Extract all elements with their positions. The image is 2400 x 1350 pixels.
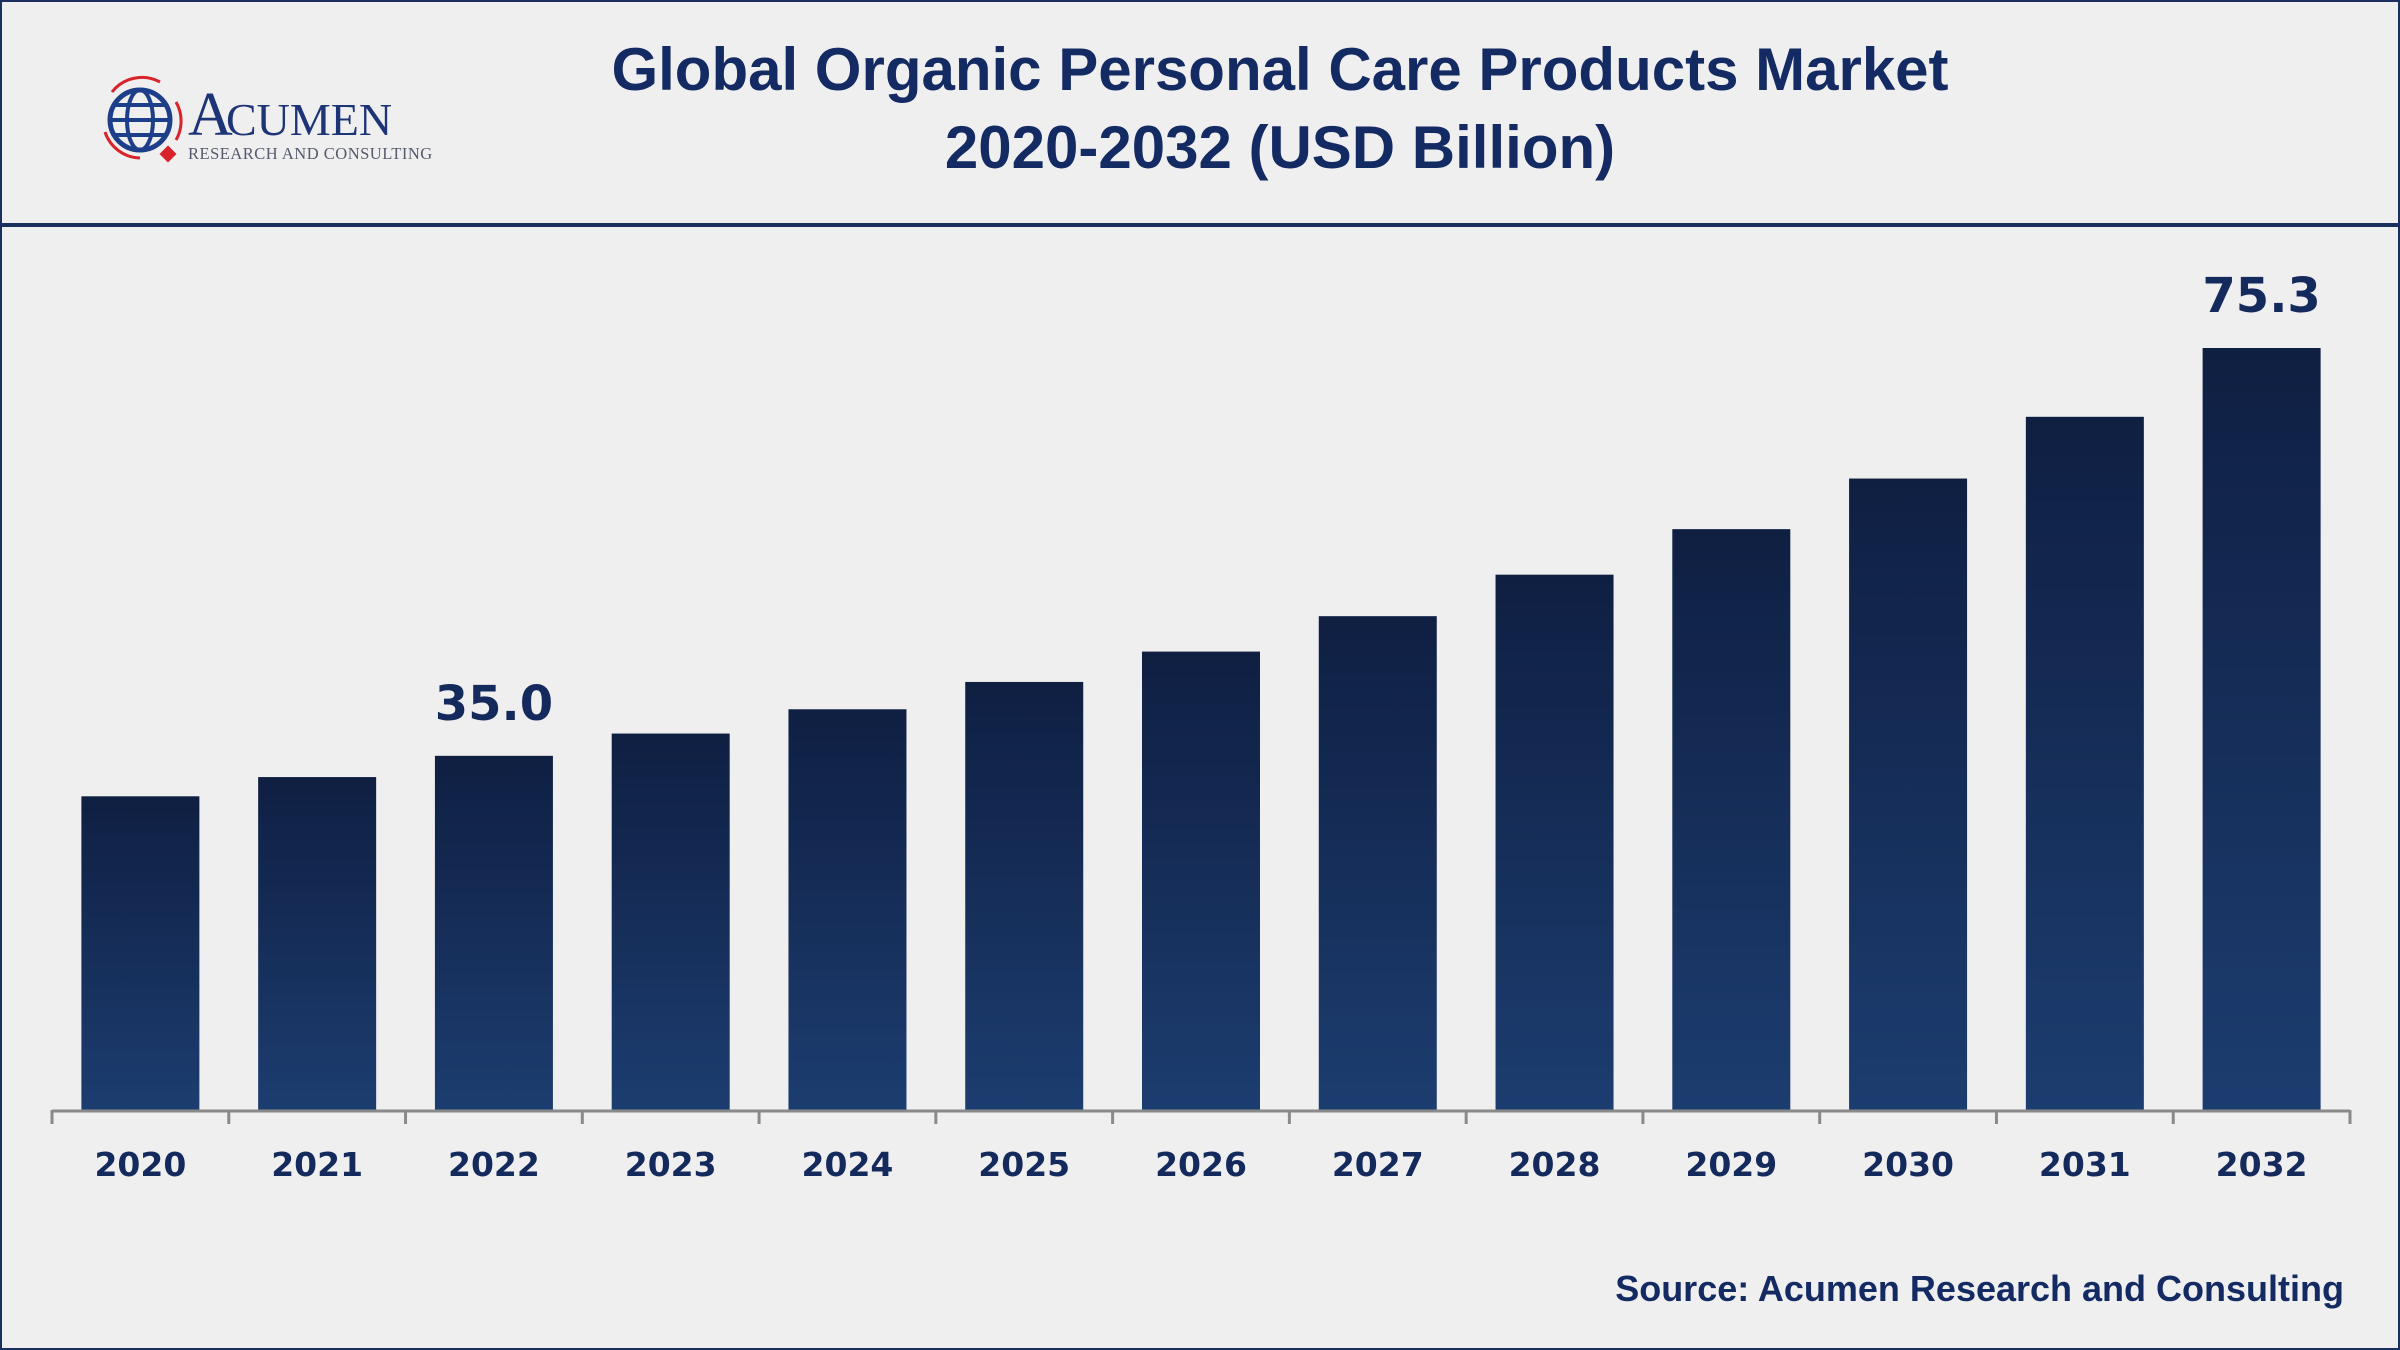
data-label-2032: 75.3 [2202, 268, 2320, 324]
chart-subtitle: 2020-2032 (USD Billion) [944, 114, 1616, 181]
source-note: Source: Acumen Research and Consulting [1615, 1268, 2344, 1309]
bar-2031 [2025, 416, 2144, 1110]
x-tick-label: 2026 [1155, 1145, 1247, 1184]
bar-2024 [788, 709, 907, 1110]
bar-2021 [258, 777, 377, 1110]
bar-2028 [1495, 574, 1614, 1110]
bar-2025 [965, 681, 1084, 1110]
bar-2022 [434, 755, 553, 1110]
acumen-logo: A CUMEN RESEARCH AND CONSULTING [100, 72, 460, 172]
logo-wordmark: A [188, 81, 233, 149]
header-divider [0, 223, 2400, 227]
bar-2023 [611, 733, 730, 1110]
x-tick-label: 2032 [2216, 1145, 2308, 1184]
x-tick-label: 2027 [1332, 1145, 1424, 1184]
svg-text:RESEARCH AND CONSULTING: RESEARCH AND CONSULTING [188, 144, 433, 163]
x-tick-label: 2023 [625, 1145, 717, 1184]
x-tick-label: 2031 [2039, 1145, 2131, 1184]
x-tick-label: 2025 [978, 1145, 1070, 1184]
bar-2030 [1849, 478, 1968, 1110]
bar-2032 [2202, 348, 2321, 1110]
x-tick-label: 2022 [448, 1145, 540, 1184]
x-tick-label: 2024 [802, 1145, 894, 1184]
bar-2020 [81, 796, 200, 1110]
x-tick-label: 2030 [1862, 1145, 1954, 1184]
x-tick-label: 2020 [94, 1145, 186, 1184]
data-label-2022: 35.0 [435, 676, 553, 732]
x-tick-label: 2021 [271, 1145, 363, 1184]
chart-title: Global Organic Personal Care Products Ma… [611, 36, 1949, 103]
x-tick-label: 2028 [1509, 1145, 1601, 1184]
x-tick-label: 2029 [1685, 1145, 1777, 1184]
bar-2029 [1672, 529, 1791, 1110]
bar-2026 [1142, 651, 1260, 1110]
svg-text:CUMEN: CUMEN [226, 94, 392, 145]
bar-2027 [1318, 616, 1437, 1110]
